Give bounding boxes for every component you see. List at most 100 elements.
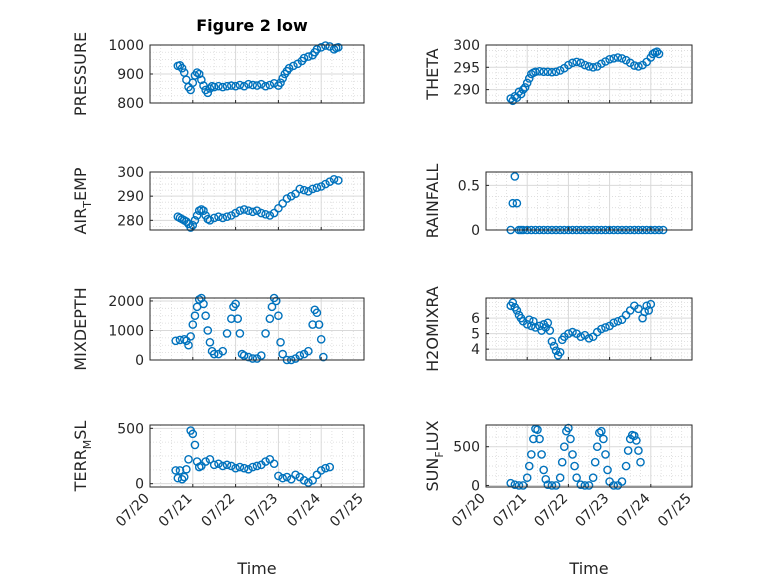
data-point — [634, 62, 643, 71]
data-point — [278, 74, 287, 83]
data-point — [222, 212, 232, 222]
data-point — [580, 481, 590, 490]
data-point — [613, 53, 623, 62]
data-point — [646, 299, 656, 309]
data-point — [533, 425, 542, 434]
data-point — [522, 473, 532, 483]
data-point — [599, 434, 608, 444]
data-point — [299, 185, 309, 195]
y-tick-label: 1000 — [108, 323, 144, 339]
data-point — [547, 67, 557, 77]
data-point — [543, 480, 553, 489]
data-point — [539, 465, 548, 475]
data-point — [203, 88, 213, 98]
data-point — [274, 471, 283, 481]
data-point — [190, 216, 200, 225]
data-point — [551, 346, 561, 356]
data-point — [269, 208, 279, 218]
x-tick-label: 07/21 — [156, 491, 196, 531]
data-point — [590, 457, 600, 467]
data-point — [214, 81, 223, 91]
data-point — [291, 189, 300, 199]
figure-title: Figure 2 low — [196, 16, 308, 35]
y-axis-label: PRESSURE — [71, 32, 90, 116]
data-point — [588, 473, 598, 483]
data-point — [282, 194, 292, 203]
subplot-1: 800 900 1000 PRESSURE — [71, 32, 365, 116]
x-tick-label: 07/20 — [113, 491, 153, 531]
data-point — [299, 53, 309, 63]
x-tick-label: 07/24 — [614, 490, 654, 530]
data-point — [239, 81, 249, 91]
data-point — [188, 429, 198, 439]
data-point — [506, 94, 516, 103]
data-point — [186, 332, 195, 341]
data-point — [597, 324, 606, 334]
data-point — [520, 83, 530, 92]
data-point — [570, 461, 579, 471]
y-tick-label: 300 — [453, 38, 480, 54]
x-tick-label: 07/22 — [199, 491, 239, 531]
data-point — [231, 463, 240, 473]
data-point — [261, 329, 270, 338]
data-point — [179, 472, 189, 482]
data-point — [269, 459, 279, 469]
data-point — [197, 461, 206, 471]
data-point — [304, 52, 313, 61]
data-point — [623, 446, 633, 455]
y-tick-label: 0 — [471, 223, 480, 239]
data-point — [316, 182, 326, 191]
data-point — [566, 434, 575, 444]
data-point — [308, 476, 317, 485]
data-point — [218, 82, 228, 92]
data-point — [184, 340, 193, 350]
data-point — [580, 60, 590, 70]
data-point — [244, 352, 253, 362]
data-point — [527, 69, 536, 79]
data-point — [564, 60, 573, 70]
y-axis-label: MIXDEPTH — [71, 287, 90, 370]
data-point — [274, 311, 283, 321]
data-point — [278, 349, 287, 359]
y-tick-label: 4 — [471, 342, 480, 358]
y-tick-label: 300 — [117, 165, 144, 181]
data-point — [568, 327, 577, 337]
axes-box — [485, 44, 693, 104]
data-point — [214, 212, 223, 222]
y-tick-label: 1000 — [108, 38, 144, 54]
data-point — [188, 320, 198, 329]
data-point — [535, 67, 544, 76]
data-point — [233, 314, 243, 323]
data-point — [314, 320, 324, 329]
y-tick-label: 2000 — [108, 294, 144, 310]
x-tick-label: 07/24 — [284, 490, 324, 530]
axes-box — [149, 424, 365, 488]
data-point — [284, 63, 294, 73]
y-tick-label: 800 — [117, 96, 144, 112]
data-point — [636, 457, 645, 467]
y-tick-label: 0 — [471, 478, 480, 494]
data-point — [334, 43, 343, 52]
data-point — [621, 461, 631, 471]
data-point — [510, 480, 520, 489]
data-point — [177, 63, 187, 73]
data-point — [218, 461, 228, 471]
data-point — [295, 184, 305, 194]
plot-area — [486, 172, 692, 230]
data-point — [184, 455, 193, 464]
data-point — [316, 466, 326, 475]
data-point — [235, 206, 245, 215]
data-point — [512, 198, 522, 208]
data-point — [597, 426, 606, 436]
axes-box — [485, 424, 693, 488]
data-point — [199, 299, 208, 309]
data-point — [182, 217, 191, 226]
data-point — [192, 457, 202, 466]
data-point — [252, 461, 262, 471]
data-point — [227, 461, 236, 471]
data-point — [557, 457, 567, 467]
data-point — [261, 81, 270, 91]
data-point — [652, 47, 662, 56]
data-point — [239, 463, 249, 473]
data-point — [632, 436, 641, 445]
